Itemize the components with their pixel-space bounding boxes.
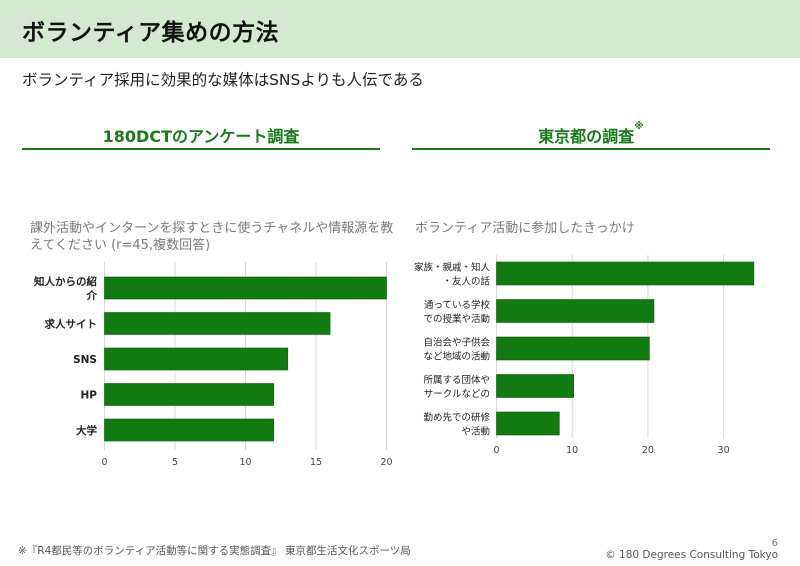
- chart1-bar-3: [496, 374, 575, 398]
- chart1-tick-label-0: 0: [493, 445, 499, 456]
- chart0-bar-3: [104, 383, 274, 406]
- source-footnote: ※『R4都民等のボランティア活動等に関する実態調査』 東京都生活文化スポーツ局: [18, 545, 411, 557]
- right-section-title: 東京都の調査※: [412, 121, 770, 149]
- left-section-title: 180DCTのアンケート調査: [22, 123, 380, 149]
- chart1-category-label-3-0: 所属する団体や: [423, 374, 490, 386]
- chart0-bar-0: [104, 276, 387, 300]
- chart0-bar-4: [104, 418, 274, 442]
- page-subtitle: ボランティア採用に効果的な媒体はSNSよりも人伝である: [22, 71, 424, 89]
- page-title: ボランティア集めの方法: [22, 20, 280, 46]
- chart1-bar-2: [496, 336, 650, 361]
- chart0-category-label-3: HP: [81, 390, 98, 402]
- chart1-bar-4: [496, 411, 560, 436]
- chart0-category-label-2: SNS: [73, 354, 97, 366]
- chart0-tick-label-4: 20: [380, 457, 392, 468]
- right-section-title-text: 東京都の調査: [538, 127, 635, 146]
- chart0-category-label-1: 求人サイト: [45, 318, 98, 331]
- chart1-bar-1: [496, 299, 655, 323]
- left-section-rule: [22, 148, 380, 150]
- chart0-category-label-0-0: 知人からの紹: [34, 275, 97, 288]
- left-section-title-text: 180DCTのアンケート調査: [102, 127, 300, 146]
- chart1-tick-label-1: 10: [566, 445, 578, 456]
- chart1-category-label-4-0: 勤め先での研修: [423, 412, 490, 424]
- chart0-bar-2: [104, 347, 289, 371]
- chart2-title: ボランティア活動に参加したきっかけ: [415, 221, 635, 236]
- chart0-tick-label-3: 15: [310, 457, 322, 468]
- chart1-category-label-3-1: サークルなどの: [424, 389, 490, 400]
- chart0-tick-label-1: 5: [172, 457, 178, 468]
- title-bar: ボランティア集めの方法: [0, 0, 800, 58]
- footnote-mark: ※: [634, 121, 644, 132]
- chart1-category-label-2-0: 自治会や子供会: [423, 337, 490, 349]
- chart0-bar-1: [104, 312, 331, 335]
- chart1-category-label-2-1: など地域の活動: [423, 351, 490, 363]
- chart1-category-label-4-1: や活動: [461, 426, 490, 438]
- chart0-tick-label-2: 10: [239, 457, 251, 468]
- chart1-category-label-1-0: 通っている学校: [424, 299, 491, 311]
- chart1-bar-0: [496, 261, 755, 286]
- page-number: 6: [771, 538, 778, 549]
- chart1-title: 課外活動やインターンを探すときに使うチャネルや情報源を教えてください (r=45…: [30, 221, 394, 253]
- chart1-category-label-0-0: 家族・親戚・知人: [414, 262, 491, 274]
- chart0-tick-label-0: 0: [101, 457, 107, 468]
- chart1-tick-label-2: 20: [642, 445, 654, 456]
- chart1-tick-label-3: 30: [718, 445, 730, 456]
- chart0-category-label-0-1: 介: [86, 289, 98, 302]
- copyright: © 180 Degrees Consulting Tokyo: [605, 549, 778, 561]
- right-section-rule: [412, 148, 770, 150]
- chart1-category-label-0-1: ・友人の話: [442, 276, 490, 288]
- chart1-category-label-1-1: での授業や活動: [423, 313, 490, 325]
- chart0-category-label-4: 大学: [76, 424, 97, 437]
